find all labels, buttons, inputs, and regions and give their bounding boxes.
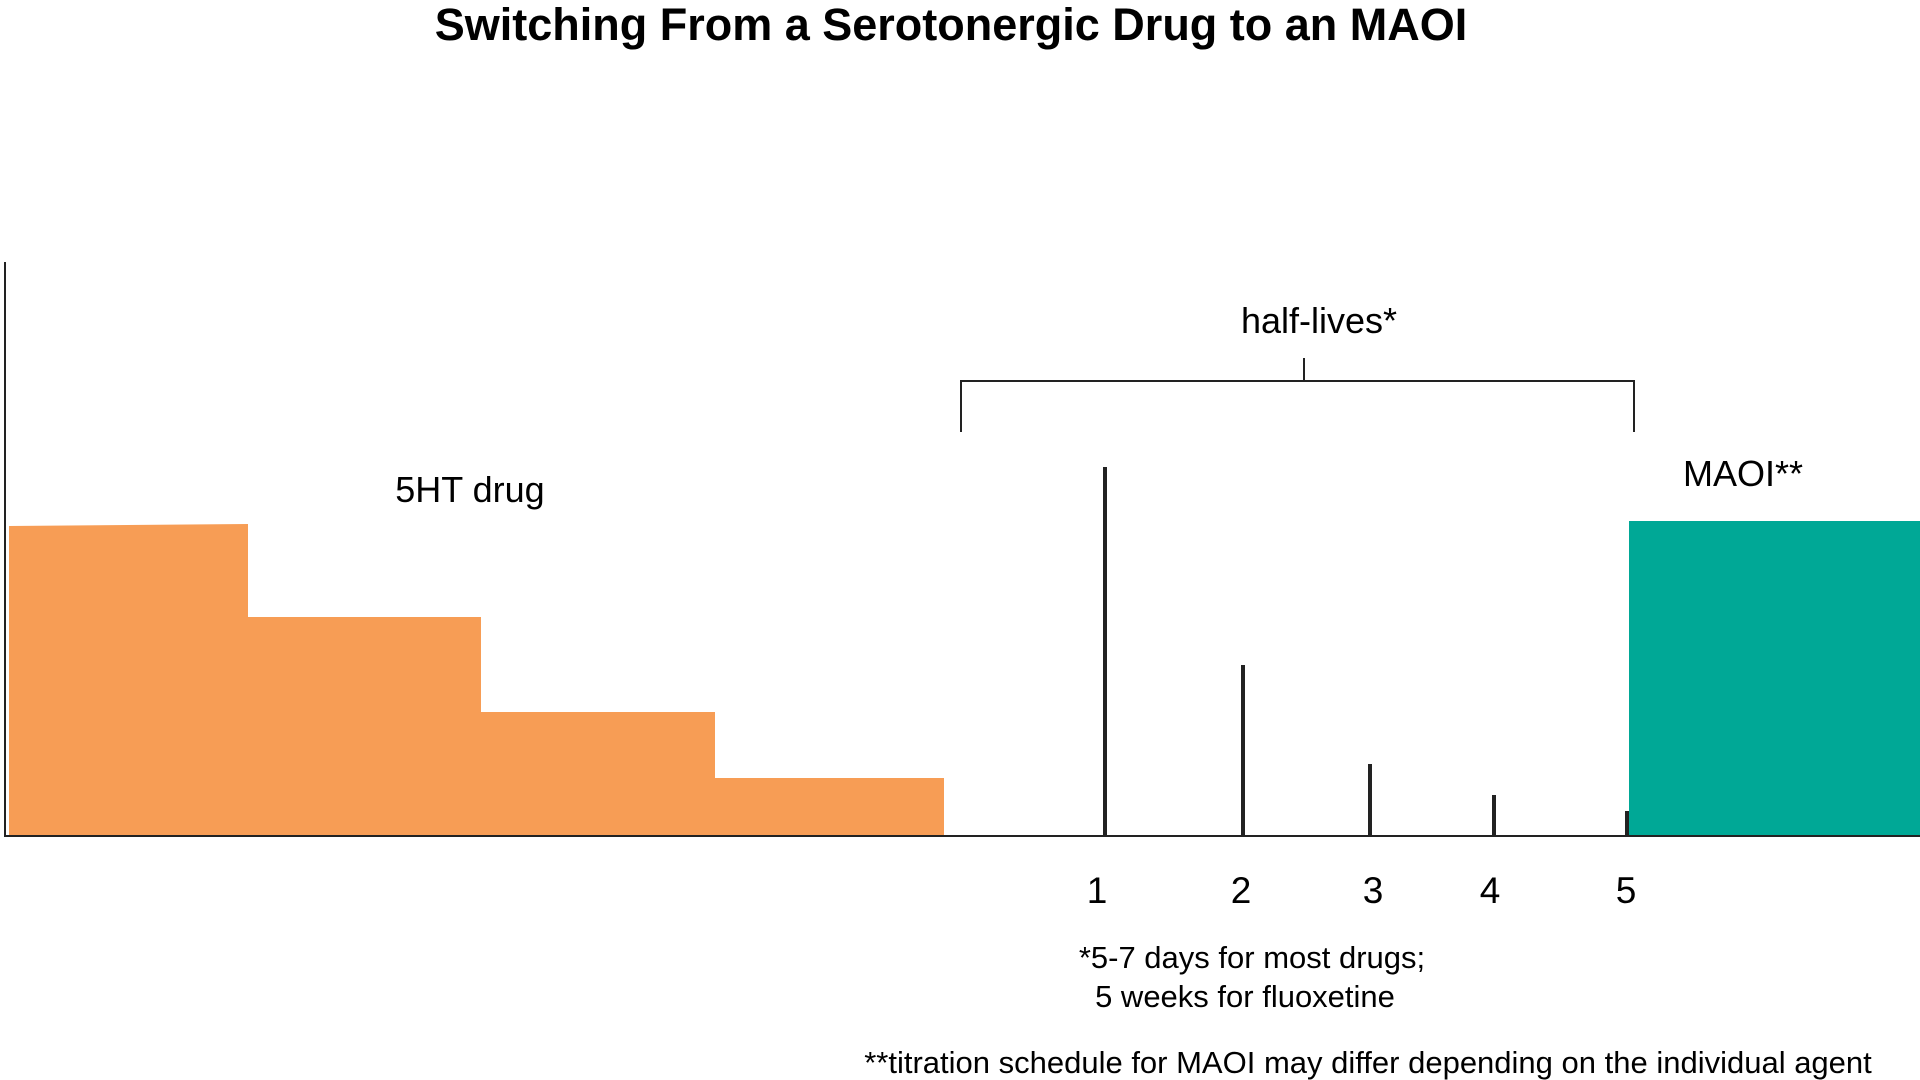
footnote-maoi-titration: **titration schedule for MAOI may differ… bbox=[864, 1045, 1872, 1080]
5ht-drug-taper-area bbox=[9, 524, 944, 835]
half-life-tick-3: 3 bbox=[1363, 870, 1384, 911]
half-life-tick-5: 5 bbox=[1616, 870, 1637, 911]
half-life-tick-4: 4 bbox=[1480, 870, 1501, 911]
diagram-title: Switching From a Serotonergic Drug to an… bbox=[435, 0, 1468, 50]
maoi-label: MAOI** bbox=[1683, 453, 1803, 494]
half-life-tick-2: 2 bbox=[1231, 870, 1252, 911]
half-lives-bracket bbox=[960, 380, 1635, 432]
half-lives-label: half-lives* bbox=[1241, 300, 1397, 341]
half-life-tick-1: 1 bbox=[1087, 870, 1108, 911]
maoi-start-area bbox=[1629, 521, 1920, 835]
footnote-half-lives-line-2: 5 weeks for fluoxetine bbox=[1095, 979, 1395, 1014]
5ht-drug-label: 5HT drug bbox=[395, 469, 544, 510]
footnote-half-lives-line-1: *5-7 days for most drugs; bbox=[1079, 940, 1425, 975]
